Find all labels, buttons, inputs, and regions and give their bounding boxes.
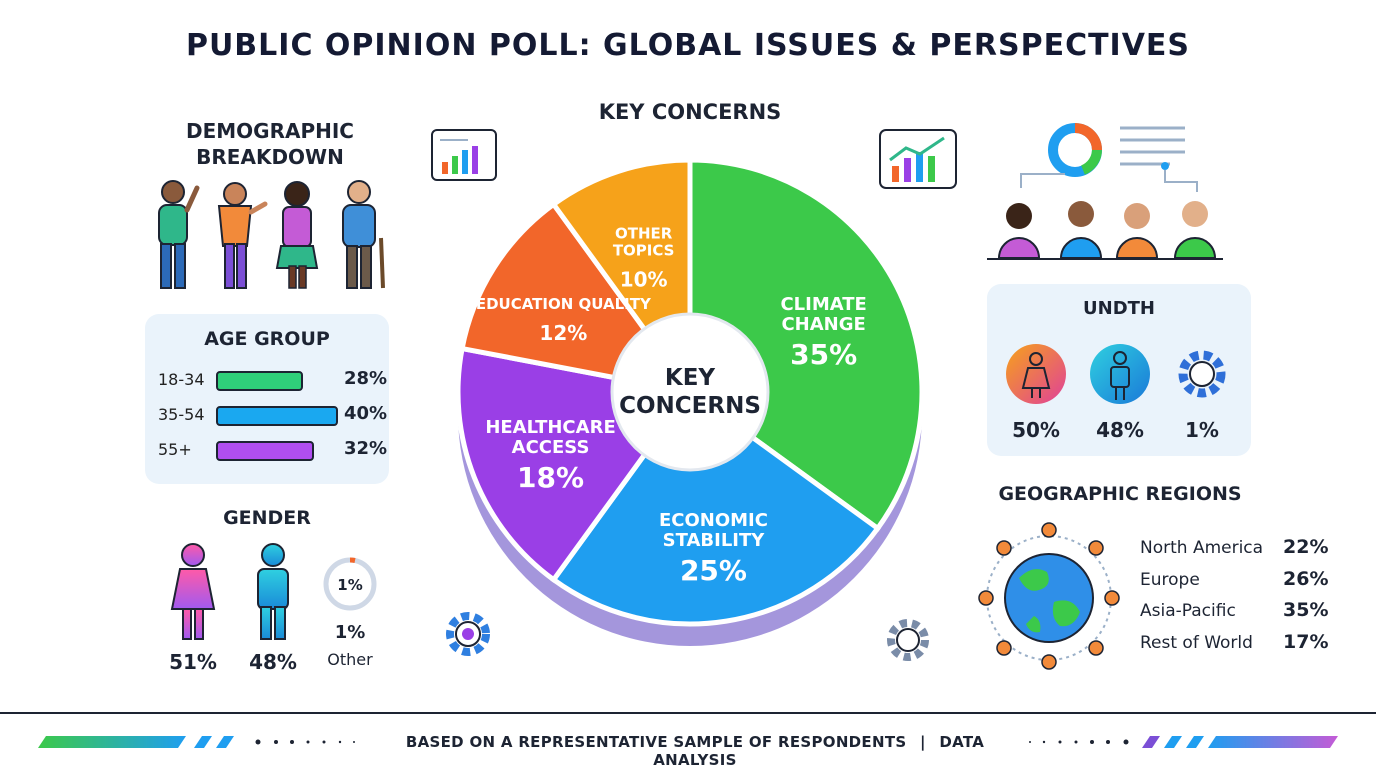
- team-analytics-illustration: [987, 123, 1223, 260]
- geo-title: GEOGRAPHIC REGIONS: [998, 483, 1242, 505]
- footer-left-stripes: [38, 736, 355, 748]
- geo-region-name: Asia-Pacific: [1140, 601, 1236, 621]
- pie-slice-label: ECONOMIC: [659, 510, 768, 531]
- pie-slice-label: TOPICS: [613, 241, 675, 259]
- person-icon-2: [217, 182, 268, 289]
- footer-divider: [0, 712, 1376, 714]
- footer-text: BASED ON A REPRESENTATIVE SAMPLE OF RESP…: [380, 733, 1010, 769]
- person-icon-4: [342, 180, 385, 289]
- gear-icon: [446, 612, 490, 656]
- geo-region-value: 22%: [1283, 536, 1329, 558]
- pie-slice-value: 35%: [790, 338, 857, 371]
- male-icon: [257, 543, 289, 640]
- male-value: 48%: [249, 650, 297, 674]
- pie-center-label-1: KEY: [665, 365, 716, 391]
- pie-slice-label: CHANGE: [781, 314, 865, 335]
- pie-slice-label: STABILITY: [663, 530, 766, 551]
- female-value: 51%: [169, 650, 217, 674]
- geo-region-name: Rest of World: [1140, 633, 1253, 653]
- person-icon-6: [1059, 201, 1103, 259]
- geo-row: Europe 26%: [1140, 568, 1328, 594]
- pie-slice-label: ACCESS: [512, 437, 590, 458]
- pie-slice: [550, 388, 882, 627]
- page-title: PUBLIC OPINION POLL: GLOBAL ISSUES & PER…: [185, 28, 1191, 63]
- gender-title: GENDER: [223, 507, 311, 529]
- person-icon-1: [158, 180, 200, 289]
- other-ring-value: 1%: [337, 576, 362, 594]
- age-bar: [216, 441, 314, 461]
- geo-region-value: 26%: [1283, 568, 1329, 590]
- pie-slice-value: 10%: [620, 267, 668, 291]
- footer-main-text: BASED ON A REPRESENTATIVE SAMPLE OF RESP…: [405, 733, 907, 751]
- person-icon-5: [997, 203, 1041, 259]
- age-value: 32%: [344, 438, 388, 459]
- pie-slice-value: 25%: [680, 554, 747, 587]
- geo-region-value: 17%: [1283, 631, 1329, 653]
- pie-slice-value: 12%: [539, 321, 587, 345]
- bar-chart-icon: [431, 129, 497, 181]
- chart-title: KEY CONCERNS: [598, 100, 782, 124]
- gear-icon: [1178, 350, 1226, 398]
- right-male-value: 48%: [1096, 418, 1144, 442]
- pie-slice: [687, 157, 925, 532]
- age-value: 28%: [344, 368, 388, 389]
- footer-divider-mark: |: [920, 733, 926, 751]
- pie-slice-label: HEALTHCARE: [485, 417, 615, 438]
- age-row: 18-34 28%: [158, 368, 403, 392]
- pie-slice-label: EDUCATION QUALITY: [476, 295, 652, 313]
- female-circle-icon: [1006, 344, 1066, 404]
- person-icon-7: [1115, 203, 1159, 259]
- age-label: 35-54: [158, 405, 205, 424]
- age-value: 40%: [344, 403, 388, 424]
- geo-row: Asia-Pacific 35%: [1140, 599, 1328, 625]
- pie-slice-label: OTHER: [615, 224, 673, 242]
- geo-row: Rest of World 17%: [1140, 631, 1328, 657]
- right-panel-title: UNDTH: [1083, 298, 1155, 319]
- globe-network-icon: [978, 522, 1120, 670]
- pie-center-label-2: CONCERNS: [619, 393, 761, 419]
- geo-region-value: 35%: [1283, 599, 1329, 621]
- person-icon-3: [275, 181, 319, 289]
- demographic-title-line1: DEMOGRAPHIC: [186, 119, 354, 143]
- geo-region-name: Europe: [1140, 570, 1200, 590]
- footer-right-stripes: [1029, 736, 1338, 748]
- age-label: 18-34: [158, 370, 205, 389]
- age-label: 55+: [158, 440, 192, 459]
- geo-region-name: North America: [1140, 538, 1264, 558]
- pie-slice-label: CLIMATE: [780, 294, 866, 315]
- geo-rows: North America 22% Europe 26% Asia-Pacifi…: [1140, 536, 1330, 666]
- demographic-title-line2: BREAKDOWN: [196, 145, 344, 169]
- age-group-title: AGE GROUP: [204, 328, 330, 350]
- female-icon: [170, 543, 216, 640]
- right-female-value: 50%: [1012, 418, 1060, 442]
- other-ring-icon: 1%: [323, 557, 377, 611]
- age-bar: [216, 406, 338, 426]
- geo-row: North America 22%: [1140, 536, 1328, 562]
- male-circle-icon: [1090, 344, 1150, 404]
- pie-center-hole: [610, 312, 770, 472]
- age-row: 35-54 40%: [158, 403, 403, 427]
- age-bar: [216, 371, 303, 391]
- footer-suffix-text: DATA ANALYSIS: [653, 733, 985, 769]
- age-group-rows: 18-34 28% 35-54 40% 55+ 32%: [158, 368, 388, 468]
- person-icon-8: [1173, 201, 1217, 259]
- people-group-illustration: [158, 180, 385, 289]
- pie-slice-value: 18%: [517, 461, 584, 494]
- other-label: Other: [327, 650, 373, 669]
- gear-icon: [887, 619, 929, 661]
- trend-chart-icon: [879, 129, 957, 189]
- right-other-value: 1%: [1185, 418, 1219, 442]
- other-value: 1%: [334, 622, 366, 643]
- demographic-title: DEMOGRAPHIC BREAKDOWN: [150, 118, 390, 170]
- age-row: 55+ 32%: [158, 438, 403, 462]
